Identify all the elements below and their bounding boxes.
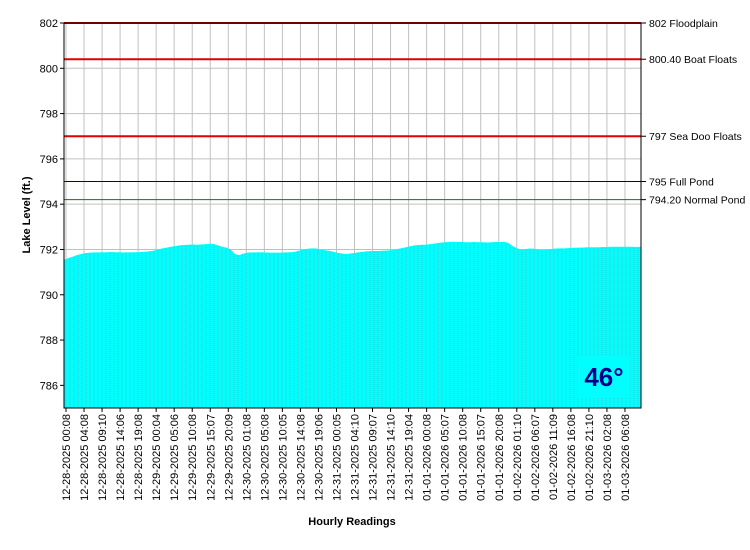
x-tick-label: 12-30-2025 05:08 bbox=[259, 414, 271, 501]
lake-level-area-fill bbox=[64, 241, 641, 408]
y-tick-label: 794 bbox=[40, 199, 58, 211]
y-tick-labels: 786 788 790 792 794 796 798 800 802 bbox=[40, 18, 64, 392]
x-tick-label: 12-30-2025 01:08 bbox=[241, 414, 253, 501]
x-tick-label: 12-28-2025 09:10 bbox=[97, 414, 109, 501]
x-tick-label: 12-29-2025 05:06 bbox=[169, 414, 181, 501]
y-tick-label: 798 bbox=[40, 109, 58, 121]
x-tick-label: 12-29-2025 00:04 bbox=[151, 414, 163, 501]
y-tick-label: 790 bbox=[40, 290, 58, 302]
y-tick-label: 792 bbox=[40, 244, 58, 256]
x-tick-label: 12-31-2025 09:07 bbox=[368, 414, 380, 501]
x-tick-label: 01-02-2026 21:10 bbox=[584, 414, 596, 501]
x-tick-label: 01-02-2026 16:08 bbox=[566, 414, 578, 501]
x-tick-label: 01-03-2026 02:08 bbox=[602, 414, 614, 501]
x-tick-label: 12-29-2025 15:07 bbox=[205, 414, 217, 501]
x-tick-label: 01-01-2026 20:08 bbox=[494, 414, 506, 501]
plot-frame bbox=[63, 22, 642, 409]
x-tick-label: 01-01-2026 05:07 bbox=[440, 414, 452, 501]
y-tick-label: 796 bbox=[40, 154, 58, 166]
x-tick-label: 01-02-2026 11:09 bbox=[548, 414, 560, 500]
x-tick-label: 01-01-2026 15:07 bbox=[476, 414, 488, 501]
y-axis-title: Lake Level (ft.) bbox=[21, 176, 33, 253]
x-tick-labels: 12-28-2025 00:08 12-28-2025 04:08 12-28-20… bbox=[61, 408, 632, 501]
y-tick-label: 786 bbox=[40, 380, 58, 392]
x-tick-label: 01-01-2026 10:08 bbox=[458, 414, 470, 501]
x-tick-label: 12-28-2025 04:08 bbox=[79, 414, 91, 501]
x-tick-label: 12-31-2025 04:10 bbox=[350, 414, 362, 501]
reference-line-labels: 802 Floodplain 800.40 Boat Floats 797 Sea … bbox=[641, 18, 745, 207]
axes bbox=[63, 22, 642, 409]
y-tick-label: 800 bbox=[40, 63, 58, 75]
reference-line-label: 795 Full Pond bbox=[649, 177, 714, 189]
x-tick-label: 01-01-2026 00:08 bbox=[422, 414, 434, 501]
y-tick-label: 802 bbox=[40, 18, 58, 30]
reference-line-label: 794.20 Normal Pond bbox=[649, 195, 745, 207]
x-tick-label: 01-03-2026 06:08 bbox=[620, 414, 632, 501]
x-tick-label: 12-28-2025 14:06 bbox=[115, 414, 127, 501]
x-tick-label: 01-02-2026 06:07 bbox=[530, 414, 542, 501]
x-tick-label: 12-29-2025 10:08 bbox=[187, 414, 199, 501]
reference-line-label: 802 Floodplain bbox=[649, 18, 718, 30]
temperature-value: 46° bbox=[584, 362, 623, 392]
x-tick-label: 12-31-2025 19:04 bbox=[404, 414, 416, 501]
x-tick-label: 12-29-2025 20:09 bbox=[223, 414, 235, 501]
y-tick-label: 788 bbox=[40, 335, 58, 347]
lake-level-area bbox=[64, 241, 641, 408]
x-tick-label: 12-31-2025 00:05 bbox=[331, 414, 343, 501]
x-tick-label: 12-30-2025 10:05 bbox=[277, 414, 289, 501]
x-tick-label: 01-02-2026 01:10 bbox=[512, 414, 524, 501]
reference-line-label: 800.40 Boat Floats bbox=[649, 54, 737, 66]
x-tick-label: 12-28-2025 00:08 bbox=[61, 414, 73, 501]
x-tick-label: 12-30-2025 14:08 bbox=[295, 414, 307, 501]
x-tick-label: 12-31-2025 14:10 bbox=[386, 414, 398, 501]
reference-line-label: 797 Sea Doo Floats bbox=[649, 131, 742, 143]
temperature-badge-bg bbox=[578, 356, 630, 398]
temperature-badge: 46° bbox=[578, 356, 630, 398]
x-tick-label: 12-28-2025 19:08 bbox=[133, 414, 145, 501]
x-tick-label: 12-30-2025 19:06 bbox=[313, 414, 325, 501]
x-axis-title: Hourly Readings bbox=[308, 516, 395, 528]
reference-lines bbox=[64, 22, 641, 201]
